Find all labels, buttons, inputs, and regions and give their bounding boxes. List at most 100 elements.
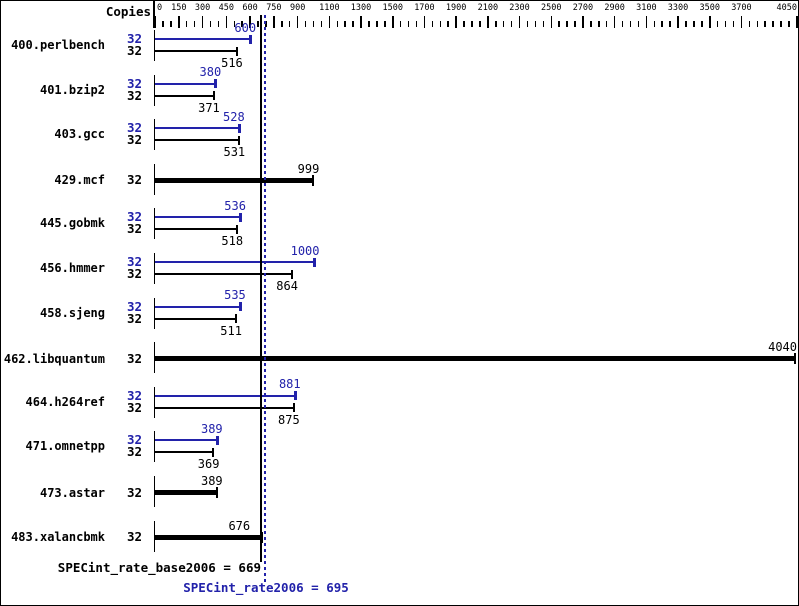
axis-minor-tick — [764, 21, 766, 27]
axis-minor-tick — [621, 21, 624, 27]
axis-minor-tick — [732, 21, 735, 27]
axis-major-tick — [423, 16, 426, 28]
axis-minor-tick — [510, 21, 513, 27]
base-bar — [155, 94, 214, 97]
basepeak-bar — [155, 177, 314, 183]
benchmark-label: 400.perlbench — [11, 38, 105, 52]
axis-minor-tick — [479, 21, 481, 27]
axis-tick-label: 2100 — [477, 3, 499, 13]
ratio-value-label: 389 — [200, 474, 223, 488]
axis-minor-tick — [431, 21, 434, 27]
base-bar-end-cap — [234, 314, 237, 324]
axis-minor-tick — [669, 21, 671, 27]
peak-bar-end-cap — [312, 257, 316, 267]
axis-minor-tick — [590, 21, 592, 27]
axis-tick-label: 2900 — [604, 3, 625, 13]
axis-minor-tick — [637, 21, 640, 27]
axis-minor-tick — [312, 21, 315, 27]
copies-column-header: Copies — [105, 4, 151, 19]
base-bar-end-cap — [292, 403, 295, 413]
ref-line-base — [260, 15, 263, 562]
axis-major-tick — [392, 16, 394, 28]
axis-minor-tick — [336, 21, 339, 27]
axis-minor-tick — [320, 21, 323, 27]
axis-minor-tick — [772, 21, 774, 27]
axis-major-tick — [796, 16, 798, 28]
ratio-value-label: 531 — [223, 145, 246, 160]
axis-tick-label: 3100 — [636, 3, 657, 13]
axis-tick-label: 0 — [157, 3, 163, 13]
benchmark-axis-segment — [153, 342, 155, 374]
copies-value: 32 — [126, 87, 142, 103]
axis-minor-tick — [399, 21, 402, 27]
ratio-value-label: 511 — [220, 323, 242, 338]
axis-tick-label: 750 — [266, 3, 282, 13]
axis-minor-tick — [447, 21, 449, 27]
ratio-value-label: 371 — [198, 100, 220, 115]
ratio-value-label: 518 — [221, 234, 244, 249]
axis-minor-tick — [693, 21, 695, 27]
axis-major-tick — [550, 16, 552, 28]
copies-value: 32 — [126, 529, 142, 545]
ratio-value-label: 864 — [276, 279, 298, 293]
base-bar — [155, 273, 292, 275]
axis-minor-tick — [217, 21, 220, 27]
axis-minor-tick — [471, 21, 473, 27]
axis-tick-label: 1500 — [382, 3, 403, 13]
copies-value: 32 — [126, 75, 142, 91]
axis-minor-tick — [241, 21, 243, 27]
axis-minor-tick — [534, 21, 537, 27]
base-bar — [155, 317, 236, 320]
axis-major-tick — [487, 16, 489, 28]
axis-minor-tick — [526, 21, 529, 27]
copies-value: 32 — [126, 350, 142, 366]
axis-major-tick — [154, 16, 156, 28]
benchmark-label: 445.gobmk — [39, 216, 105, 231]
axis-minor-tick — [304, 21, 307, 27]
benchmark-axis-segment — [153, 431, 155, 463]
ratio-value-label: 389 — [200, 421, 223, 436]
benchmark-axis-segment — [153, 74, 155, 106]
axis-major-tick — [582, 16, 584, 28]
axis-major-tick — [518, 16, 521, 28]
basepeak-bar-end-cap — [215, 487, 218, 498]
axis-tick-label: 3500 — [699, 3, 720, 13]
axis-minor-tick — [542, 21, 545, 27]
benchmark-label: 403.gcc — [54, 127, 105, 142]
peak-bar-end-cap — [238, 212, 242, 222]
axis-minor-tick — [185, 21, 188, 27]
benchmark-label: 401.bzip2 — [39, 82, 105, 97]
axis-minor-tick — [598, 21, 600, 27]
axis-major-tick — [273, 16, 275, 28]
specint-rate-base2006-summary: SPECint_rate_base2006 = 669 — [57, 560, 261, 575]
axis-minor-tick — [233, 21, 235, 27]
axis-minor-tick — [209, 21, 212, 27]
copies-value: 32 — [126, 172, 142, 188]
copies-value: 32 — [126, 399, 142, 415]
axis-minor-tick — [415, 21, 418, 27]
peak-bar-end-cap — [238, 302, 242, 312]
benchmark-label: 462.libquantum — [3, 351, 105, 366]
base-bar-end-cap — [238, 135, 241, 145]
axis-major-tick — [201, 16, 204, 28]
axis-minor-tick — [653, 21, 656, 27]
benchmark-axis-segment — [153, 520, 155, 552]
basepeak-bar — [155, 534, 263, 540]
axis-major-tick — [360, 16, 362, 28]
benchmark-axis-segment — [153, 253, 155, 284]
axis-tick-label: 2700 — [572, 3, 594, 13]
axis-minor-tick — [344, 21, 346, 27]
peak-bar-end-cap — [293, 391, 297, 401]
base-bar-end-cap — [212, 91, 215, 101]
base-bar — [155, 406, 294, 409]
axis-tick-label: 1100 — [319, 3, 340, 13]
benchmark-label: 473.astar — [39, 485, 105, 500]
base-bar — [155, 139, 240, 142]
axis-minor-tick — [724, 21, 727, 27]
axis-major-tick — [249, 16, 251, 28]
benchmark-axis-segment — [153, 163, 155, 195]
basepeak-bar — [155, 356, 796, 362]
axis-tick-label: 450 — [218, 3, 234, 13]
axis-minor-tick — [463, 21, 465, 27]
benchmark-axis-segment — [153, 476, 155, 507]
